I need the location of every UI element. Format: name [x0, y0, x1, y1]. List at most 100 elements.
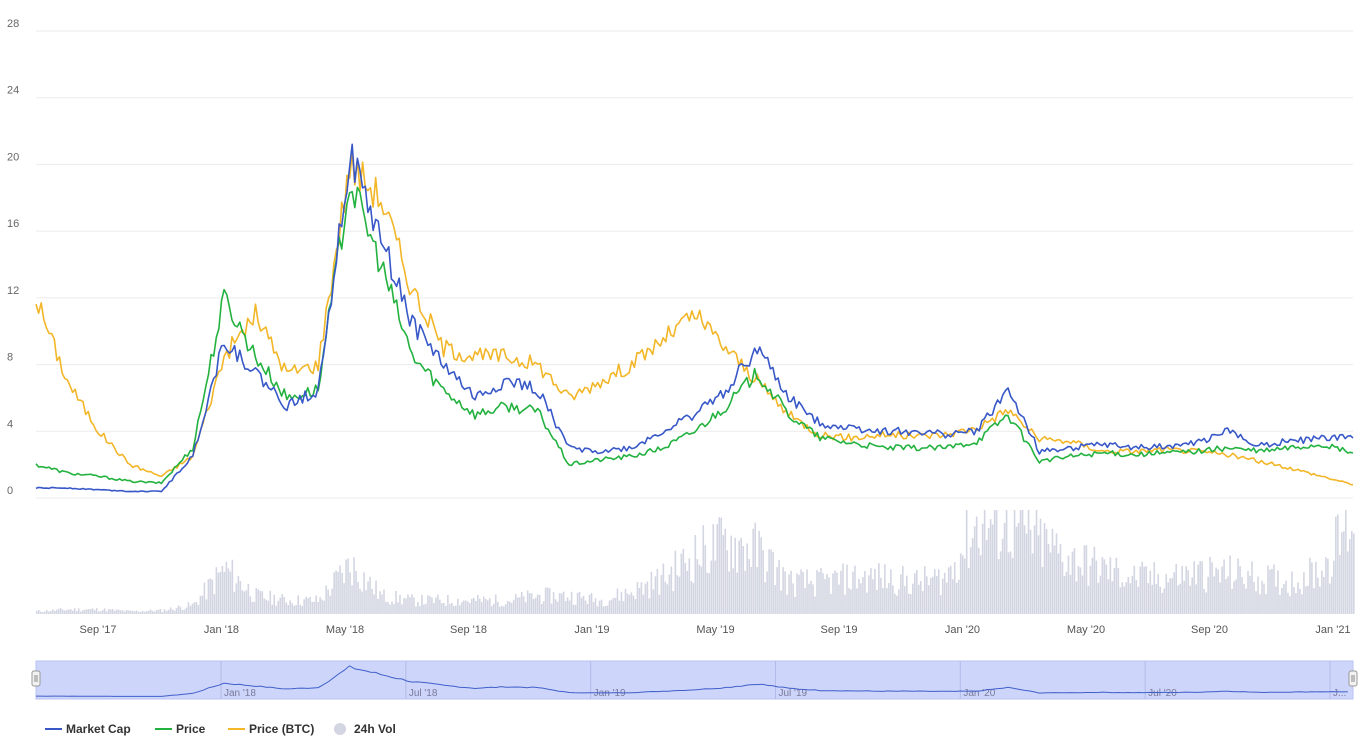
navigator-tick-label: Jul '18: [409, 688, 438, 699]
volume-bar: [265, 599, 268, 614]
volume-bar: [1069, 574, 1072, 614]
volume-bar: [939, 594, 942, 614]
volume-bar: [572, 604, 575, 614]
volume-bar: [245, 590, 248, 614]
volume-bar: [702, 525, 705, 614]
volume-bar: [1279, 594, 1281, 614]
volume-bar: [63, 610, 66, 614]
volume-bar: [1159, 586, 1162, 614]
volume-bar: [620, 591, 623, 614]
volume-bar: [427, 595, 429, 614]
volume-bar: [642, 594, 645, 614]
volume-bar: [177, 605, 180, 614]
volume-bar: [1305, 586, 1307, 614]
volume-bar: [157, 609, 160, 614]
volume-bar: [395, 590, 397, 614]
volume-bar: [181, 610, 184, 614]
volume-bar: [125, 609, 128, 614]
volume-bar: [880, 577, 882, 614]
volume-bar: [107, 608, 110, 614]
volume-bar: [161, 611, 164, 614]
volume-bar: [1217, 569, 1219, 614]
volume-bar: [518, 597, 521, 614]
volume-bar: [872, 579, 874, 614]
volume-bar: [923, 566, 926, 614]
volume-bar: [137, 611, 140, 614]
volume-bar: [666, 584, 669, 614]
volume-bar: [1239, 566, 1241, 614]
volume-bar: [237, 575, 240, 614]
volume-bar: [520, 591, 523, 614]
volume-bar: [496, 601, 499, 614]
navigator-left-handle[interactable]: [31, 670, 41, 687]
volume-bar: [526, 590, 529, 614]
volume-bar: [842, 563, 844, 614]
grid-lines: [36, 30, 1353, 499]
volume-bar: [37, 610, 40, 614]
volume-bar: [81, 610, 84, 614]
volume-bar: [774, 585, 776, 614]
volume-bar: [1267, 565, 1269, 614]
volume-bar: [1343, 531, 1345, 614]
volume-bar: [149, 609, 152, 614]
volume-bar: [1145, 566, 1148, 614]
volume-bar: [566, 597, 569, 614]
volume-bar: [971, 538, 974, 614]
volume-bar: [1181, 565, 1183, 614]
volume-bar: [1117, 567, 1120, 614]
volume-bar: [762, 550, 764, 614]
volume-bar: [546, 587, 549, 614]
volume-bar: [820, 567, 822, 614]
volume-bar: [616, 588, 619, 614]
volume-bar: [431, 597, 433, 614]
volume-bar: [1161, 592, 1164, 614]
volume-bar: [225, 561, 228, 614]
volume-bar: [249, 596, 252, 614]
volume-bar: [612, 598, 615, 614]
y-axis-ticks: 0 4 8 12 16 20 24 28: [7, 18, 19, 497]
volume-bar: [109, 609, 112, 614]
volume-bar: [233, 591, 236, 614]
volume-bar: [1289, 596, 1291, 614]
volume-bar: [1229, 555, 1231, 614]
volume-bar: [1185, 566, 1187, 614]
navigator-right-handle[interactable]: [1348, 670, 1358, 687]
legend-item-label: Price (BTC): [249, 722, 314, 736]
volume-bar: [1339, 554, 1341, 614]
volume-bar: [361, 591, 363, 614]
volume-bar: [77, 608, 80, 614]
volume-bar: [357, 581, 359, 614]
volume-bar: [828, 577, 830, 614]
range-navigator[interactable]: Jan '18 Jul '18 Jan '19 Jul '19 Jan '20 Jul '…: [31, 660, 1358, 700]
navigator-series-line: [36, 665, 1348, 697]
volume-bar: [927, 585, 930, 614]
volume-bar: [1199, 561, 1201, 614]
volume-bar: [700, 566, 703, 614]
volume-bar: [343, 583, 345, 614]
volume-bar: [969, 547, 972, 614]
volume-bar: [708, 573, 711, 614]
volume-bar: [421, 594, 423, 614]
volume-bar: [215, 567, 218, 614]
volume-bar: [772, 552, 774, 614]
y-tick-label: 28: [7, 18, 19, 30]
y-tick-label: 12: [7, 285, 19, 297]
volume-bar: [1167, 582, 1170, 614]
x-tick-label: Jan '18: [204, 624, 239, 636]
volume-bar: [409, 597, 411, 614]
volume-bar: [1081, 575, 1084, 614]
series-line-market-cap: [35, 143, 1354, 493]
volume-bar: [816, 570, 818, 614]
volume-bar: [910, 594, 912, 614]
volume-bar: [983, 510, 986, 614]
volume-bar: [1043, 523, 1046, 614]
volume-bar: [83, 609, 86, 614]
volume-bar: [812, 584, 814, 614]
volume-bar: [498, 606, 501, 614]
volume-bar: [1025, 533, 1028, 614]
volume-bar: [654, 576, 657, 614]
volume-bar: [247, 583, 250, 614]
volume-bar: [321, 599, 323, 614]
volume-bar: [1353, 533, 1355, 614]
